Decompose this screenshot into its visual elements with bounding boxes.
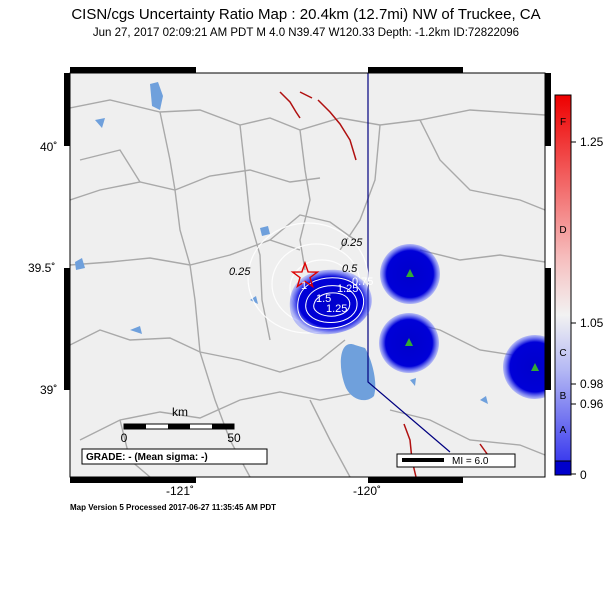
contour-label: 0.75 [352, 276, 373, 288]
contour-label: 0.25 [341, 237, 363, 249]
stations [405, 269, 539, 371]
colorbar-label: 0.96 [580, 397, 604, 411]
grade-letter: D [559, 225, 566, 236]
contour-label: 1 [301, 280, 307, 292]
state-boundary [367, 73, 451, 453]
star-icon[interactable] [290, 260, 320, 289]
triangle-icon [405, 338, 413, 346]
grade-letter: F [560, 117, 566, 128]
roads [70, 99, 545, 477]
contour-label: 0.5 [342, 263, 358, 275]
grade-letter: A [560, 425, 567, 436]
grade-box [81, 448, 268, 465]
lon-tick-label: -121˚ [166, 484, 194, 498]
mi-legend-text: MI = 6.0 [452, 456, 489, 467]
contour-label: 0.25 [229, 266, 251, 278]
colorbar-label: 1.25 [580, 135, 604, 149]
event-info: Jun 27, 2017 02:09:21 AM PDT M 4.0 N39.4… [92, 27, 520, 39]
page-title: CISN/cgs Uncertainty Ratio Map : 20.4km … [71, 6, 541, 23]
contour-label: 1.25 [326, 303, 347, 315]
lat-tick-label: 39.5˚ [28, 261, 55, 275]
map-version-footer: Map Version 5 Processed 2017-06-27 11:35… [70, 503, 277, 512]
blob-contours [297, 277, 364, 329]
frame-ticks [64, 67, 551, 483]
lon-tick-label: -120˚ [353, 484, 381, 498]
lat-tick-label: 40˚ [40, 140, 57, 154]
faults [279, 91, 491, 477]
contour-label: 1.5 [316, 293, 331, 305]
triangle-icon [531, 363, 539, 371]
grade-letter: B [560, 391, 567, 402]
uncertainty-blob [289, 269, 372, 335]
lat-tick-label: 39˚ [40, 383, 57, 397]
grade-letter: C [559, 348, 566, 359]
colorbar [554, 94, 572, 463]
station-blob [503, 335, 545, 399]
scale-start: 0 [121, 431, 128, 445]
contour-label: 1.25 [337, 283, 358, 295]
scale-end: 50 [227, 431, 241, 445]
colorbar-label: 0.98 [580, 377, 604, 391]
grade-text: GRADE: - (Mean sigma: -) [86, 452, 208, 463]
scale-unit: km [172, 405, 188, 419]
colorbar-label: 0 [580, 468, 587, 482]
colorbar-ticks [571, 141, 576, 475]
colorbar-zero-swatch [554, 460, 572, 476]
triangle-icon [406, 269, 414, 277]
colorbar-label: 1.05 [580, 316, 604, 330]
scale-bar [123, 423, 235, 430]
mi-legend [396, 453, 516, 468]
